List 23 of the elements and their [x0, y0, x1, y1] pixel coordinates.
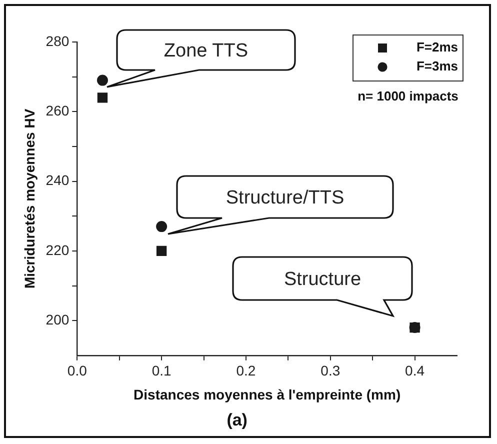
text: (a) — [226, 410, 248, 430]
annotation: n= 1000 impacts — [358, 88, 458, 104]
y-tick-label: 200 — [46, 311, 70, 328]
x-axis-title: Distances moyennes à l'empreinte (mm) — [134, 386, 401, 402]
y-tick-label: 280 — [46, 32, 70, 49]
point — [97, 92, 108, 103]
y-tick-label: 260 — [46, 102, 70, 119]
x-tick-label: 0.0 — [67, 362, 88, 379]
point — [96, 74, 108, 86]
x-tick-label: 0.1 — [152, 362, 172, 379]
x-tick-label: 0.4 — [405, 362, 425, 379]
point — [156, 221, 168, 232]
y-tick-label: 220 — [46, 242, 70, 258]
x-tick-label: 0.3 — [320, 362, 340, 379]
point — [156, 246, 167, 256]
y-axis-title: Micriduretés moyennes HV — [21, 108, 38, 289]
annotation: Structure — [284, 269, 362, 290]
legend-label: F=2ms — [416, 40, 458, 55]
y-tick-label: 240 — [46, 172, 70, 188]
x-tick-label: 0.2 — [236, 362, 256, 379]
legend-label: F=3ms — [416, 58, 458, 74]
annotation: Structure/TTS — [226, 188, 344, 208]
annotation: Zone TTS — [164, 40, 248, 62]
